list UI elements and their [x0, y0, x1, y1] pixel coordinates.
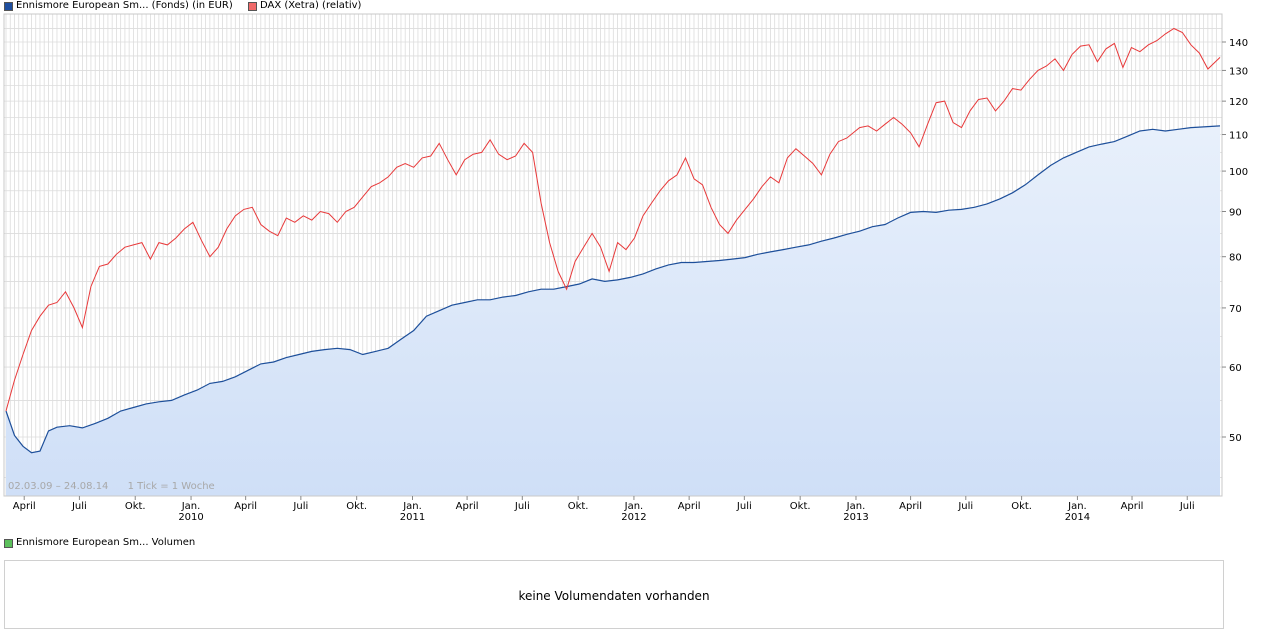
y-axis: 50 60 70 80 90 100 110 120 130 140 [1222, 38, 1248, 444]
price-chart[interactable]: 50 60 70 80 90 100 110 120 130 140 April Juli Okt. J… [0, 0, 1275, 530]
tick-info-text: 1 Tick = 1 Woche [128, 481, 215, 492]
y-tick-label: 110 [1229, 131, 1248, 142]
y-tick-label: 120 [1229, 97, 1248, 108]
x-tick-label: April [13, 501, 36, 512]
x-tick-year: 2011 [400, 512, 425, 523]
x-tick-label: April [899, 501, 922, 512]
y-tick-label: 70 [1229, 304, 1242, 315]
volume-legend: Ennismore European Sm... Volumen [4, 537, 207, 552]
x-tick-label: April [456, 501, 479, 512]
x-tick-year: 2013 [843, 512, 868, 523]
legend-item-volume[interactable]: Ennismore European Sm... Volumen [4, 537, 195, 549]
x-tick-label: Okt. [568, 501, 589, 512]
legend-label-volume: Ennismore European Sm... Volumen [16, 537, 196, 548]
y-tick-label: 100 [1229, 167, 1248, 178]
fund-area-fill [6, 125, 1220, 497]
x-tick-year: 2010 [178, 512, 203, 523]
x-tick-label: Okt. [790, 501, 811, 512]
legend-item-fund[interactable]: Ennismore European Sm... (Fonds) (in EUR… [4, 0, 233, 12]
date-range-label: 02.03.09 – 24.08.14 1 Tick = 1 Woche [8, 481, 215, 492]
x-tick-label: Okt. [1011, 501, 1032, 512]
x-tick-label: Juli [71, 501, 87, 512]
x-tick-label: Jan. [1067, 501, 1087, 512]
legend-swatch-fund [4, 1, 13, 11]
legend-item-dax[interactable]: DAX (Xetra) (relativ) [247, 0, 362, 12]
x-tick-year: 2014 [1065, 512, 1090, 523]
y-tick-label: 50 [1229, 433, 1242, 444]
series-line-dax [5, 27, 1221, 412]
legend-label-dax: DAX (Xetra) (relativ) [259, 0, 362, 11]
x-tick-label: Juli [957, 501, 973, 512]
volume-empty-message: keine Volumendaten vorhanden [518, 589, 710, 603]
x-tick-label: Juli [514, 501, 530, 512]
legend-label-fund: Ennismore European Sm... (Fonds) (in EUR… [16, 0, 233, 11]
y-tick-label: 130 [1229, 66, 1248, 77]
x-tick-label: Juli [1179, 501, 1195, 512]
date-range-text: 02.03.09 – 24.08.14 [8, 481, 108, 492]
y-tick-label: 140 [1229, 38, 1248, 49]
y-tick-label: 80 [1229, 253, 1242, 264]
plot-frame [3, 13, 1223, 497]
series-line-fund [5, 125, 1221, 454]
x-tick-year: 2012 [621, 512, 646, 523]
legend-swatch-dax [247, 1, 257, 11]
x-tick-label: Okt. [125, 501, 146, 512]
x-tick-label: April [234, 501, 257, 512]
legend-swatch-volume [4, 538, 13, 548]
x-tick-label: Jan. [402, 501, 422, 512]
chart-legend: Ennismore European Sm... (Fonds) (in EUR… [4, 0, 373, 15]
x-tick-label: April [678, 501, 701, 512]
x-tick-label: Jan. [181, 501, 201, 512]
y-tick-label: 90 [1229, 208, 1242, 219]
x-tick-label: Okt. [346, 501, 367, 512]
x-tick-label: Juli [292, 501, 308, 512]
x-tick-label: Juli [736, 501, 752, 512]
x-tick-label: Jan. [846, 501, 866, 512]
volume-panel: keine Volumendaten vorhanden [4, 560, 1224, 629]
x-tick-label: Jan. [624, 501, 644, 512]
y-tick-label: 60 [1229, 363, 1242, 374]
x-tick-label: April [1121, 501, 1144, 512]
